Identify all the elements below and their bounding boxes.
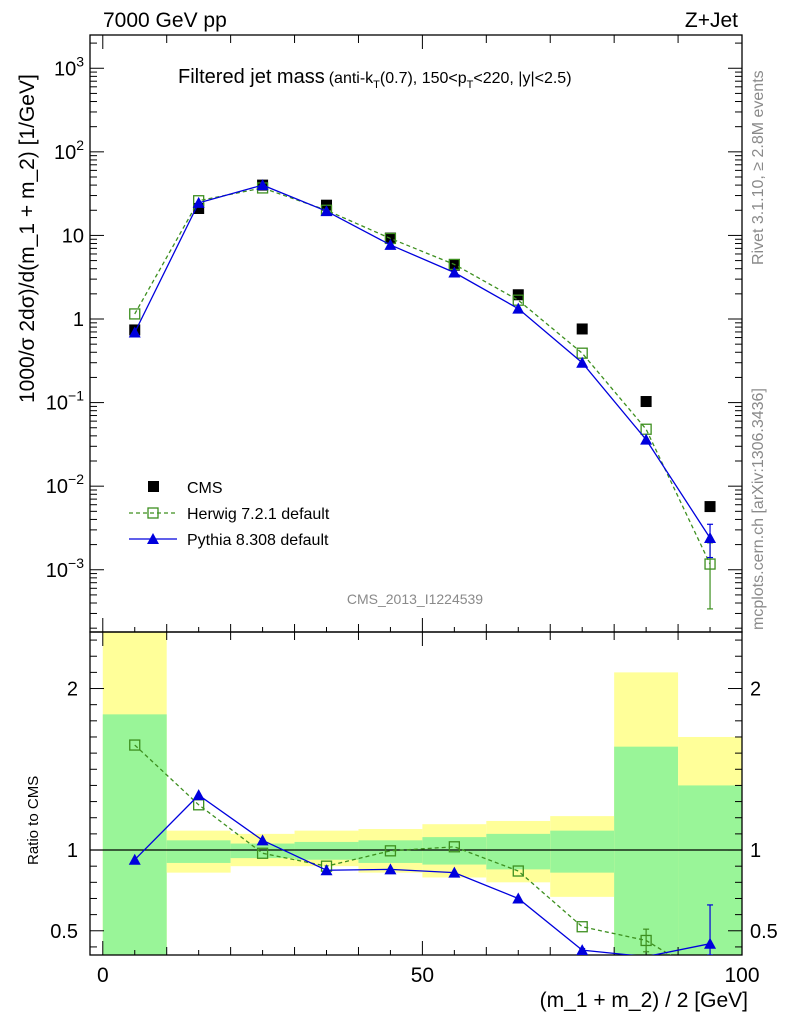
ratio-point-pythia <box>384 863 397 875</box>
top-point-cms <box>448 259 460 271</box>
y-axis-title-top: 1000/σ 2dσ)/d(m_1 + m_2) [1/GeV] <box>16 74 39 403</box>
x-tick-label: 0 <box>97 964 109 987</box>
ratio-point-pythia <box>704 937 717 949</box>
ratio-point-herwig <box>129 739 141 751</box>
ratio-point-herwig <box>576 921 588 933</box>
y-tick-label-top: 10−3 <box>46 555 84 582</box>
ratio-band-inner <box>294 841 359 860</box>
top-point-herwig <box>129 308 141 320</box>
y-tick-label-top: 10−2 <box>46 471 84 498</box>
y-tick-label-top: 10 <box>62 225 84 247</box>
ratio-line-pythia <box>134 794 711 955</box>
x-axis-title: (m_1 + m_2) / 2 [GeV] <box>540 989 748 1012</box>
top-point-pythia <box>320 205 333 217</box>
plot-title-index-2: T <box>467 79 474 91</box>
ratio-point-pythia <box>256 834 269 846</box>
top-point-pythia <box>128 326 141 338</box>
ratio-band-inner <box>614 746 679 955</box>
y-tick-label-bottom-right: 0.5 <box>750 921 778 943</box>
top-point-herwig <box>704 558 716 570</box>
top-point-pythia <box>640 433 653 445</box>
ratio-band-inner <box>550 830 615 873</box>
y-tick-label-top: 1 <box>73 309 84 331</box>
ratio-point-herwig <box>256 847 269 859</box>
top-point-pythia <box>192 196 205 208</box>
y-tick-label-bottom-right: 1 <box>750 840 761 862</box>
ratio-series <box>128 739 717 955</box>
y-tick-label-bottom-left: 2 <box>67 679 78 701</box>
ratio-point-herwig <box>384 845 397 857</box>
ratio-band-inner <box>486 833 551 870</box>
x-tick-label: 100 <box>724 964 759 987</box>
y-tick-label-bottom-left: 0.5 <box>50 921 78 943</box>
plot-title-main: Filtered jet mass <box>178 66 325 88</box>
ratio-band-inner <box>166 840 231 863</box>
legend-label-cms: CMS <box>187 480 223 497</box>
y-axis-title-bottom: Ratio to CMS <box>25 776 42 865</box>
ratio-point-herwig <box>640 934 652 947</box>
top-point-pythia <box>576 356 589 368</box>
top-point-cms <box>704 501 716 513</box>
legend-marker-herwig <box>147 507 159 519</box>
legend-marker-pythia <box>147 533 159 544</box>
header-left: 7000 GeV pp <box>103 9 227 32</box>
y-tick-label-top: 103 <box>54 53 84 80</box>
mcplots-label: mcplots.cern.ch [arXiv:1306.3436] <box>750 388 767 630</box>
top-point-cms <box>640 396 652 408</box>
ratio-point-pythia <box>128 853 141 865</box>
analysis-id-watermark: CMS_2013_I1224539 <box>347 591 483 607</box>
ratio-point-pythia <box>320 864 333 876</box>
rivet-label: Rivet 3.1.10, ≥ 2.8M events <box>750 70 767 265</box>
plot-title-index-1: T <box>373 79 380 91</box>
legend: CMS Herwig 7.2.1 default Pythia 8.308 de… <box>129 480 330 549</box>
ratio-point-pythia <box>512 892 525 904</box>
ratio-point-herwig <box>448 841 461 853</box>
ratio-point-herwig <box>512 865 524 877</box>
top-point-pythia <box>256 179 269 191</box>
plot-title-sub-end: <220, |y|<2.5) <box>473 70 571 87</box>
top-point-cms <box>576 323 588 335</box>
top-line-pythia <box>134 184 711 539</box>
plot-title: Filtered jet mass (anti-kT(0.7), 150<pT<2… <box>178 66 572 91</box>
y-tick-label-bottom-right: 2 <box>750 679 761 701</box>
ratio-band-inner <box>102 714 167 955</box>
legend-marker-cms <box>148 481 159 492</box>
top-point-cms <box>193 202 205 214</box>
ratio-band-inner <box>358 840 423 863</box>
ratio-point-pythia <box>192 789 205 801</box>
legend-label-pythia: Pythia 8.308 default <box>187 532 329 549</box>
y-tick-label-top: 102 <box>54 137 84 164</box>
ratio-bands <box>90 632 742 955</box>
ratio-point-pythia <box>576 944 589 955</box>
plot-title-sub: (anti-k <box>329 70 374 87</box>
ratio-line-herwig <box>134 744 672 955</box>
header-right: Z+Jet <box>685 9 738 32</box>
legend-label-herwig: Herwig 7.2.1 default <box>187 506 330 523</box>
y-tick-label-bottom-left: 1 <box>67 840 78 862</box>
top-point-pythia <box>448 266 461 278</box>
top-point-pythia <box>512 302 525 314</box>
bottom-panel-frame <box>89 631 743 956</box>
top-point-pythia <box>384 238 397 250</box>
y-tick-label-top: 10−1 <box>46 388 84 415</box>
marks-layer <box>128 179 717 955</box>
x-tick-label: 50 <box>411 964 434 987</box>
axes-layer: 0 50 100 10−3 10−2 10−1 1 10 102 103 0.5 0.5 1 1 2 2 <box>46 34 778 987</box>
plot-title-sub-mid: (0.7), 150<p <box>380 70 467 87</box>
ratio-point-pythia <box>448 866 461 878</box>
top-point-pythia <box>704 531 717 543</box>
